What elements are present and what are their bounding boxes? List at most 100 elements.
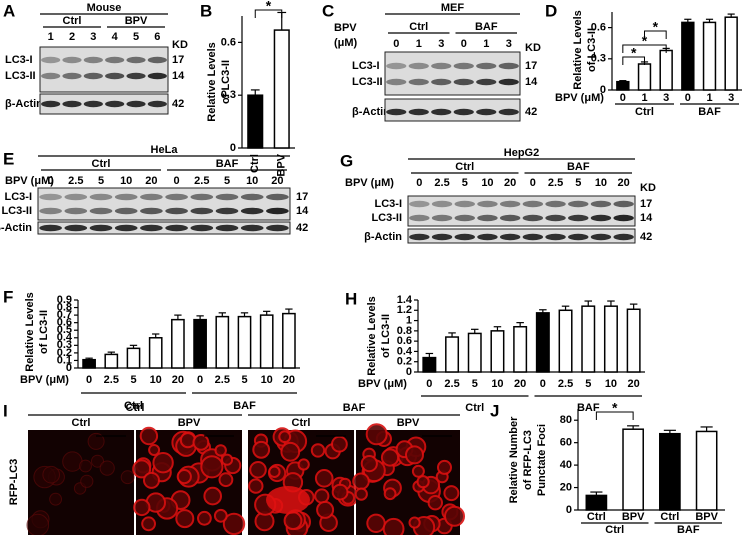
- band: [64, 224, 88, 232]
- row-label: LC3-II: [1, 205, 32, 217]
- cell: [248, 478, 264, 494]
- lane-label: 0: [530, 177, 536, 189]
- band: [64, 193, 88, 201]
- y-tick-label: 1: [406, 314, 412, 326]
- y-tick-label: 0: [600, 84, 606, 96]
- image-column-label: Ctrl: [72, 417, 91, 429]
- lane-label: 0: [416, 177, 422, 189]
- group-label: Ctrl: [63, 15, 82, 27]
- band: [147, 100, 167, 108]
- y-tick-label: 0.3: [591, 53, 606, 65]
- cell: [314, 488, 330, 504]
- y-axis-label: Relative Levels: [24, 292, 36, 372]
- bar: [585, 494, 608, 511]
- band: [408, 62, 429, 70]
- significance-star: *: [642, 33, 648, 49]
- stain-label: RFP-LC3: [8, 459, 20, 505]
- band: [83, 56, 103, 64]
- band: [89, 224, 113, 232]
- band: [568, 233, 589, 241]
- cell: [278, 430, 292, 444]
- y-tick-label: 0.4: [57, 332, 73, 344]
- band: [409, 200, 430, 208]
- band: [408, 78, 429, 86]
- cell: [382, 517, 405, 535]
- band: [41, 72, 61, 80]
- band: [476, 78, 497, 86]
- bar: [273, 29, 290, 149]
- x-tick-label: BPV: [695, 511, 718, 523]
- bar: [659, 49, 673, 91]
- x-tick-label: Ctrl: [587, 511, 606, 523]
- x-tick-label: 10: [491, 378, 503, 390]
- band: [613, 200, 634, 208]
- y-axis-label: of LC3-II: [38, 310, 50, 354]
- group-label: BAF: [698, 106, 721, 118]
- lane-label: 0: [48, 175, 54, 187]
- condition-label: BPV (μM): [345, 177, 394, 189]
- cell: [354, 487, 368, 501]
- band: [613, 233, 634, 241]
- band: [89, 193, 113, 201]
- band: [499, 233, 521, 241]
- bar: [82, 358, 96, 369]
- y-tick-label: 0.2: [397, 356, 412, 368]
- y-tick-label: 0.1: [57, 354, 72, 366]
- cell: [443, 485, 460, 502]
- kd-marker: 42: [172, 98, 184, 110]
- band: [62, 100, 82, 108]
- image-column-label: BPV: [397, 417, 420, 429]
- y-axis-label: of RFP-LC3: [522, 430, 534, 490]
- cell: [192, 434, 210, 451]
- x-tick-label: 0: [685, 92, 691, 104]
- band: [165, 207, 188, 215]
- cell: [405, 445, 424, 465]
- band: [476, 108, 497, 116]
- x-tick-label: Ctrl: [249, 154, 261, 173]
- band: [114, 207, 138, 215]
- cell: [197, 510, 212, 526]
- blot-title: HepG2: [504, 147, 539, 159]
- group-label: Ctrl: [605, 524, 624, 535]
- cell: [314, 469, 334, 488]
- cell: [437, 459, 452, 475]
- bar: [282, 312, 296, 369]
- group-label: Ctrl: [465, 402, 484, 414]
- band: [266, 224, 289, 232]
- bar: [513, 325, 528, 373]
- row-label: LC3-I: [5, 191, 33, 203]
- blot-title: MEF: [441, 2, 465, 14]
- bar: [637, 63, 652, 91]
- y-tick-label: 0: [566, 504, 572, 516]
- bar: [445, 336, 460, 373]
- band: [39, 193, 62, 201]
- x-tick-label: 2.5: [558, 378, 573, 390]
- lane-label: 3: [438, 38, 444, 50]
- cell: [383, 487, 397, 501]
- significance-star: *: [612, 400, 618, 416]
- cell: [331, 435, 348, 453]
- lane-label: 6: [154, 31, 160, 43]
- cell: [352, 472, 370, 491]
- row-label: β-Actin: [5, 98, 43, 110]
- band: [114, 193, 138, 201]
- lane-label: 2.5: [194, 175, 209, 187]
- kd-marker: 42: [640, 231, 652, 243]
- cell: [427, 495, 443, 511]
- lane-label: 5: [98, 175, 104, 187]
- band: [568, 214, 589, 222]
- row-label: LC3-I: [5, 54, 33, 66]
- kd-header: KD: [525, 42, 541, 54]
- bar: [626, 308, 641, 373]
- band: [431, 78, 452, 86]
- band: [215, 193, 239, 201]
- x-tick-label: 5: [472, 378, 478, 390]
- bar: [724, 16, 738, 91]
- bar: [581, 305, 596, 373]
- bar: [193, 318, 207, 369]
- band: [454, 233, 475, 241]
- band: [190, 207, 214, 215]
- band: [498, 62, 519, 70]
- band: [522, 214, 544, 222]
- significance-bracket: [644, 30, 667, 39]
